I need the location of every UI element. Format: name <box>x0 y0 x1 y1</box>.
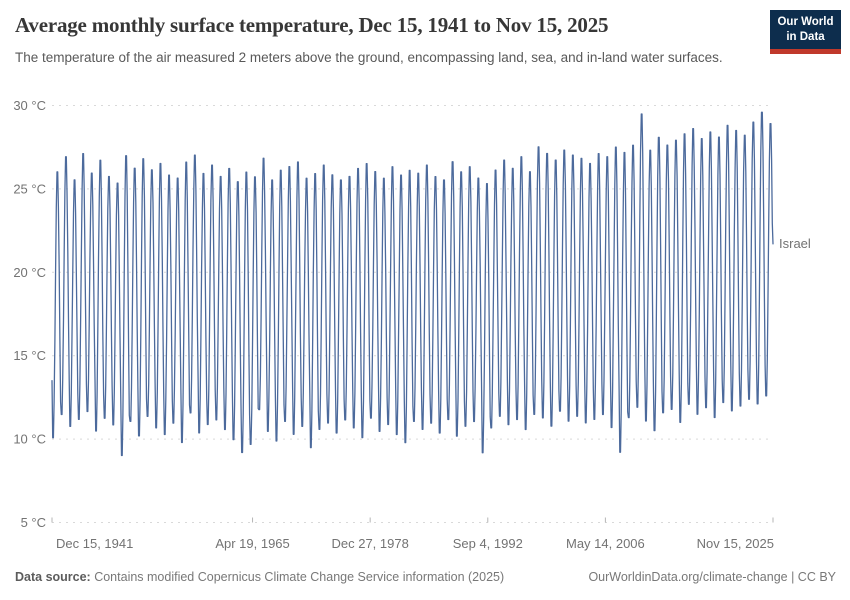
data-source-label: Data source: <box>15 570 91 584</box>
x-tick-label: May 14, 2006 <box>566 536 645 551</box>
x-tick-label: Sep 4, 1992 <box>453 536 523 551</box>
y-tick-label: 25 °C <box>13 181 46 196</box>
chart-title: Average monthly surface temperature, Dec… <box>15 13 609 37</box>
y-tick-label: 5 °C <box>21 515 46 530</box>
data-source-text: Data source: Contains modified Copernicu… <box>15 570 504 584</box>
x-tick-label: Apr 19, 1965 <box>215 536 289 551</box>
owid-logo-line1: Our World <box>777 16 834 28</box>
owid-logo-line2: in Data <box>786 30 825 43</box>
x-tick-label: Nov 15, 2025 <box>697 536 774 551</box>
y-tick-label: 10 °C <box>13 432 46 447</box>
y-tick-label: 15 °C <box>13 348 46 363</box>
x-tick-label: Dec 27, 1978 <box>331 536 408 551</box>
series-label-israel: Israel <box>779 236 811 251</box>
license-link[interactable]: OurWorldinData.org/climate-change | CC B… <box>588 570 836 584</box>
owid-logo[interactable]: Our World in Data <box>770 10 841 54</box>
y-tick-label: 30 °C <box>13 98 46 113</box>
axis-ticks <box>51 517 774 523</box>
data-source-value: Contains modified Copernicus Climate Cha… <box>90 570 505 584</box>
y-tick-label: 20 °C <box>13 265 46 280</box>
chart-subtitle: The temperature of the air measured 2 me… <box>15 50 723 65</box>
temperature-line <box>51 111 774 457</box>
x-tick-label: Dec 15, 1941 <box>56 536 133 551</box>
